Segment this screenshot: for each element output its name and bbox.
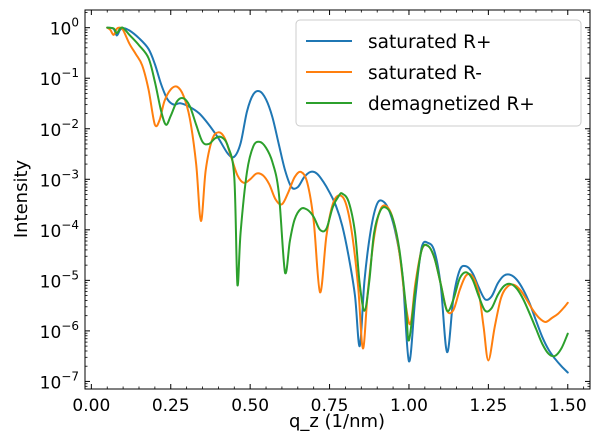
y-tick-label: 10−6 [40,319,79,343]
legend-label: demagnetized R+ [368,94,535,115]
x-tick-label: 0.75 [311,396,349,416]
y-axis: 100 10−1 10−2 10−3 10−4 10−5 10−6 10−7 [40,12,590,393]
x-axis: 0.00 0.25 0.50 0.75 1.00 1.25 1.50 [72,10,587,416]
legend-label: saturated R+ [368,32,492,53]
x-tick-label: 0.00 [72,396,110,416]
x-tick-label: 1.25 [469,396,507,416]
x-tick-label: 1.50 [549,396,587,416]
y-tick-label: 10−2 [40,117,79,141]
y-axis-label: Intensity [11,159,32,238]
series-layer [106,26,569,374]
y-tick-label: 100 [50,16,79,40]
y-tick-label: 10−5 [40,268,79,292]
y-tick-label: 10−4 [40,218,79,242]
legend: saturated R+ saturated R-demagnetized R+ [295,19,582,127]
x-axis-label: q_z (1/nm) [289,411,385,432]
y-tick-label: 10−1 [40,66,79,90]
legend-label: saturated R- [368,63,482,84]
series-line-3 [106,26,569,358]
series-line-2 [106,26,569,362]
y-tick-label: 10−3 [40,167,79,191]
x-tick-label: 1.00 [390,396,428,416]
x-tick-label: 0.50 [231,396,269,416]
x-tick-label: 0.25 [152,396,190,416]
y-tick-label: 10−7 [40,369,79,393]
series-line-1 [106,26,569,374]
legend-box [295,19,582,127]
